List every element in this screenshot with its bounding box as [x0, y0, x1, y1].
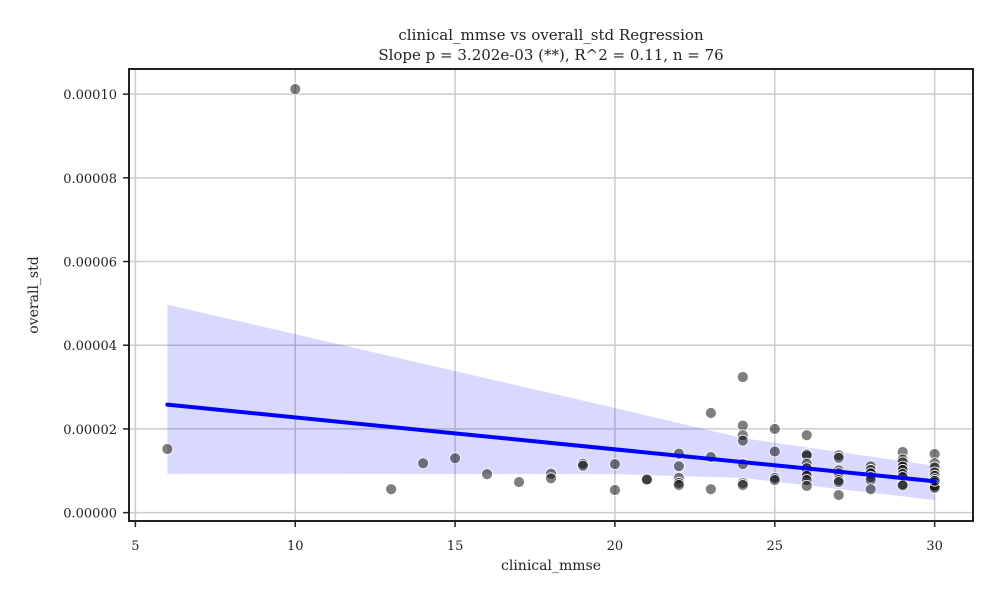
plot-frame — [128, 68, 974, 522]
y-tick-label: 0.00000 — [63, 507, 117, 522]
y-tick-label: 0.00008 — [63, 172, 117, 187]
x-tick-label: 5 — [131, 539, 139, 554]
scatter-point — [609, 484, 621, 496]
scatter-point — [768, 445, 781, 458]
chart-title: clinical_mmse vs overall_std Regression — [398, 26, 704, 44]
y-tick-label: 0.00002 — [63, 423, 117, 438]
scatter-point — [672, 460, 685, 473]
x-tick-label: 15 — [447, 539, 464, 554]
scatter-point — [736, 434, 749, 447]
scatter-point — [577, 459, 589, 472]
scatter-point — [768, 474, 781, 486]
x-tick-label: 30 — [926, 539, 943, 554]
scatter-point — [800, 429, 813, 442]
scatter-point — [545, 472, 557, 485]
y-tick-label: 0.00006 — [63, 256, 117, 271]
scatter-point — [385, 483, 398, 496]
axis-ticks: 5 10 15 20 25 30 0.00000 0.00002 0.00004 0.00006 0… — [63, 88, 943, 554]
grid — [129, 69, 973, 521]
scatter-point — [672, 479, 685, 491]
scatter-point — [513, 476, 525, 488]
scatter-point — [768, 423, 781, 435]
regression-line-layer — [165, 402, 937, 484]
regression-line — [165, 402, 937, 484]
confidence-band-layer — [167, 304, 935, 501]
scatter-point — [449, 452, 461, 465]
x-tick-label: 20 — [607, 539, 624, 554]
scatter-point — [704, 483, 717, 496]
scatter-point — [417, 457, 430, 470]
confidence-band — [167, 304, 935, 501]
scatter-point — [736, 371, 749, 383]
scatter-point — [161, 443, 174, 455]
x-tick-label: 25 — [767, 539, 784, 554]
x-axis-label: clinical_mmse — [501, 558, 601, 574]
scatter-point — [832, 476, 845, 488]
y-tick-label: 0.00010 — [63, 88, 117, 103]
scatter-point — [641, 473, 653, 486]
chart-subtitle: Slope p = 3.202e-03 (**), R^2 = 0.11, n … — [378, 46, 723, 64]
scatter-point — [800, 479, 813, 492]
scatter-point — [864, 483, 877, 496]
scatter-point — [704, 407, 717, 419]
scatter-point — [896, 479, 909, 492]
y-tick-label: 0.00004 — [63, 339, 117, 354]
scatter-point — [289, 83, 302, 95]
x-tick-label: 10 — [287, 539, 304, 554]
scatter-point — [481, 468, 493, 481]
scatter-point — [832, 489, 845, 501]
scatter-point — [832, 451, 845, 464]
scatter-point — [609, 458, 621, 470]
scatter-point — [736, 479, 749, 491]
y-axis-label: overall_std — [26, 256, 42, 333]
